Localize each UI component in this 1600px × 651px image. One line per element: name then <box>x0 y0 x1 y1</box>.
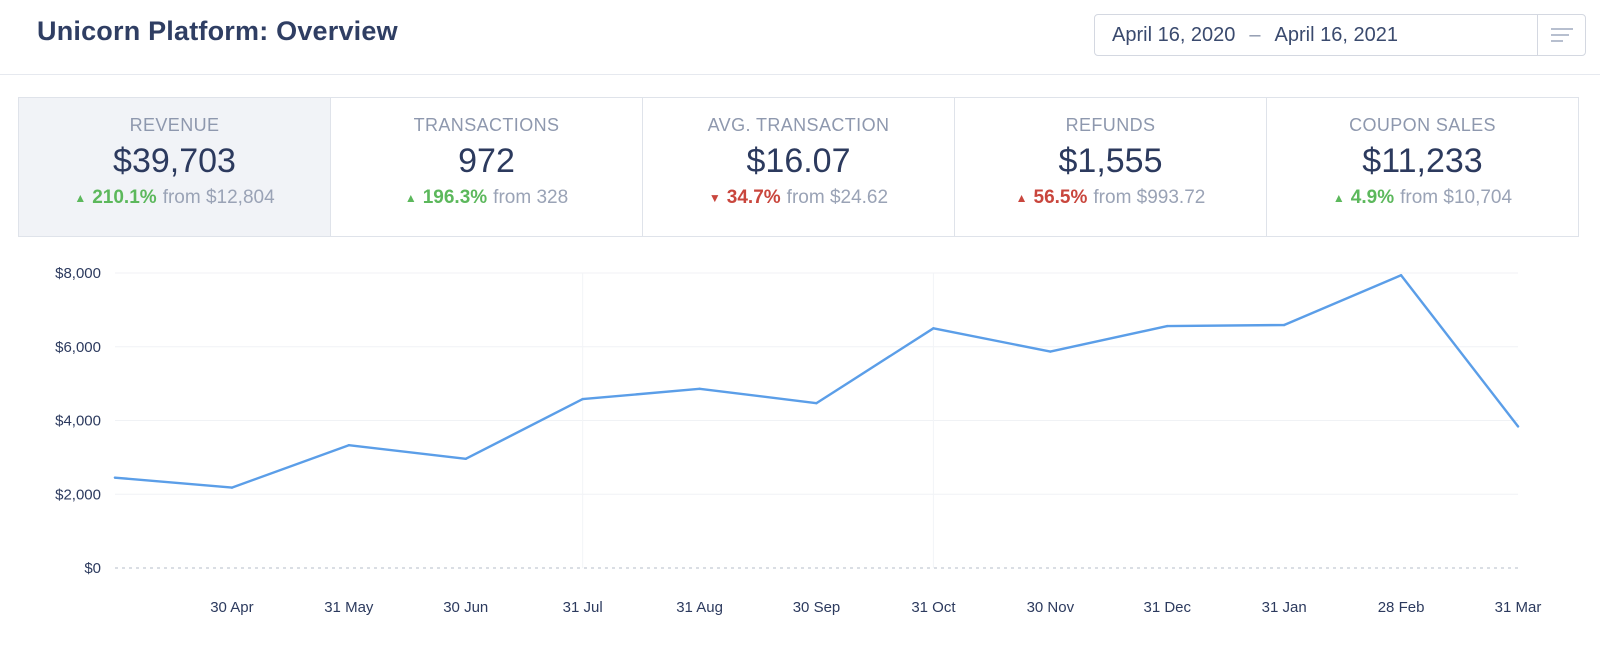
stat-label: TRANSACTIONS <box>413 115 560 135</box>
x-tick-label: 31 Oct <box>911 599 956 616</box>
data-point <box>113 476 117 479</box>
stat-change: ▲ 210.1% from $12,804 <box>74 187 274 209</box>
stat-value: $1,555 <box>1058 142 1163 180</box>
data-point <box>1516 425 1520 428</box>
x-tick-label: 30 Nov <box>1027 599 1075 616</box>
stat-previous-value: from 328 <box>493 187 569 208</box>
trend-up-icon: ▲ <box>74 191 87 205</box>
x-tick-label: 30 Sep <box>793 599 841 616</box>
stat-label: AVG. TRANSACTION <box>707 115 890 135</box>
data-point <box>698 387 701 390</box>
trend-up-icon: ▲ <box>1332 191 1345 205</box>
stat-previous-value: from $12,804 <box>162 187 275 208</box>
stat-value: $11,233 <box>1362 142 1483 180</box>
stat-change: ▼ 34.7% from $24.62 <box>709 187 888 209</box>
x-tick-label: 30 Jun <box>443 599 488 616</box>
stat-tile-transactions[interactable]: TRANSACTIONS 972 ▲ 196.3% from 328 <box>331 98 643 236</box>
stat-change-percent: 196.3% <box>422 187 488 208</box>
stat-change: ▲ 196.3% from 328 <box>405 187 568 209</box>
stat-previous-value: from $10,704 <box>1400 187 1513 208</box>
data-point <box>347 444 351 447</box>
y-tick-label: $0 <box>84 560 101 577</box>
stat-label: REFUNDS <box>1065 115 1156 135</box>
date-start: April 16, 2020 <box>1112 23 1236 46</box>
x-tick-label: 30 Apr <box>210 599 253 616</box>
data-point <box>464 457 467 461</box>
stat-value: $16.07 <box>746 142 851 180</box>
x-tick-label: 31 Dec <box>1143 599 1191 616</box>
data-point <box>932 327 935 330</box>
stat-previous-value: from $993.72 <box>1093 187 1206 208</box>
filter-menu-button[interactable] <box>1537 15 1585 55</box>
data-point <box>1049 350 1052 353</box>
stat-tile-revenue[interactable]: REVENUE $39,703 ▲ 210.1% from $12,804 <box>19 98 331 236</box>
stat-change-percent: 210.1% <box>92 187 157 208</box>
date-end: April 16, 2021 <box>1274 23 1398 46</box>
stat-change-percent: 4.9% <box>1350 187 1395 208</box>
stat-change: ▲ 56.5% from $993.72 <box>1016 187 1206 209</box>
x-tick-label: 31 Jan <box>1262 599 1307 616</box>
menu-lines-icon <box>1550 28 1573 42</box>
y-tick-label: $2,000 <box>55 486 101 503</box>
trend-up-icon: ▲ <box>1015 191 1028 205</box>
data-point <box>1282 323 1286 327</box>
x-tick-label: 31 Jul <box>563 599 603 616</box>
trend-down-icon: ▼ <box>708 191 721 205</box>
date-separator: – <box>1249 23 1261 46</box>
stat-previous-value: from $24.62 <box>786 187 889 208</box>
data-point <box>1399 274 1403 277</box>
stat-change-percent: 56.5% <box>1033 187 1088 208</box>
stat-value: 972 <box>458 142 515 180</box>
stats-tiles: REVENUE $39,703 ▲ 210.1% from $12,804 TR… <box>18 97 1579 237</box>
y-tick-label: $8,000 <box>55 265 101 282</box>
stat-value: $39,703 <box>113 142 236 180</box>
y-tick-label: $6,000 <box>55 339 101 356</box>
stat-tile-coupon-sales[interactable]: COUPON SALES $11,233 ▲ 4.9% from $10,704 <box>1267 98 1578 236</box>
header-bar: Unicorn Platform: Overview April 16, 202… <box>0 0 1600 75</box>
data-point <box>230 486 234 489</box>
stat-label: REVENUE <box>129 115 220 135</box>
date-range-picker[interactable]: April 16, 2020 – April 16, 2021 <box>1094 14 1586 56</box>
stat-tile-refunds[interactable]: REFUNDS $1,555 ▲ 56.5% from $993.72 <box>955 98 1267 236</box>
x-tick-label: 31 Aug <box>676 599 723 616</box>
stat-change: ▲ 4.9% from $10,704 <box>1333 187 1512 209</box>
date-range-field[interactable]: April 16, 2020 – April 16, 2021 <box>1095 15 1537 55</box>
revenue-chart: $0 $2,000 $4,000 $6,000 $8,000 30 Apr 31 May 30… <box>0 250 1600 646</box>
stat-tile-avg-transaction[interactable]: AVG. TRANSACTION $16.07 ▼ 34.7% from $24… <box>643 98 955 236</box>
stat-change-percent: 34.7% <box>726 187 781 208</box>
stat-label: COUPON SALES <box>1349 115 1496 135</box>
data-point <box>815 401 818 405</box>
page-title: Unicorn Platform: Overview <box>37 16 398 46</box>
x-tick-label: 31 Mar <box>1495 599 1542 616</box>
revenue-series-line <box>113 274 1520 489</box>
x-tick-label: 28 Feb <box>1378 599 1425 616</box>
data-point <box>1166 324 1169 328</box>
data-point <box>581 397 584 401</box>
x-tick-label: 31 May <box>324 599 374 616</box>
revenue-line-chart: $0 $2,000 $4,000 $6,000 $8,000 30 Apr 31 May 30… <box>55 265 1542 616</box>
trend-up-icon: ▲ <box>404 191 417 205</box>
y-tick-label: $4,000 <box>55 413 101 430</box>
